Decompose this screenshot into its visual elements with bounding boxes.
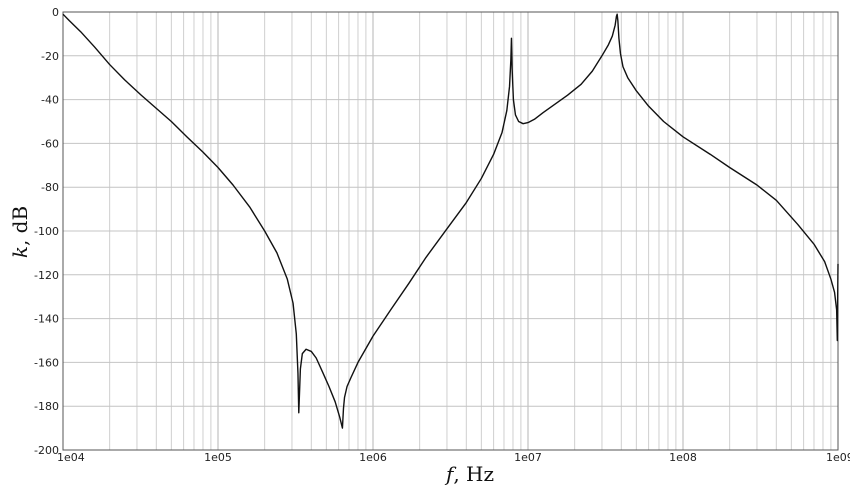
y-tick-label: 0 — [52, 6, 59, 19]
y-tick-label: -120 — [34, 269, 59, 282]
x-tick-label: 1e09 — [826, 451, 850, 464]
y-tick-label: -180 — [34, 400, 59, 413]
y-tick-label: -160 — [34, 356, 59, 369]
y-tick-label: -40 — [41, 94, 59, 107]
y-tick-label: -100 — [34, 225, 59, 238]
response-curve — [62, 13, 839, 429]
x-tick-label: 1e08 — [669, 451, 697, 464]
y-tick-labels: 0 -20 -40 -60 -80 -100 -120 -140 -160 -180 -200 — [34, 6, 59, 457]
x-tick-label: 1e05 — [204, 451, 232, 464]
y-axis-title: k, dB — [8, 206, 32, 258]
x-tick-labels: 1e04 1e05 1e06 1e07 1e08 1e09 — [57, 451, 850, 464]
y-tick-label: -60 — [41, 137, 59, 150]
y-tick-label: -20 — [41, 50, 59, 63]
y-tick-label: -140 — [34, 313, 59, 326]
x-axis-unit: , Hz — [453, 462, 494, 486]
x-tick-label: 1e06 — [359, 451, 387, 464]
y-axis-var: k — [8, 246, 32, 258]
y-axis-unit: , dB — [8, 206, 32, 246]
x-tick-label: 1e04 — [57, 451, 85, 464]
y-tick-label: -80 — [41, 181, 59, 194]
plot-border — [62, 11, 839, 451]
x-axis-title: f, Hz — [444, 462, 494, 486]
y-tick-label: -200 — [34, 444, 59, 457]
x-tick-label: 1e07 — [514, 451, 542, 464]
